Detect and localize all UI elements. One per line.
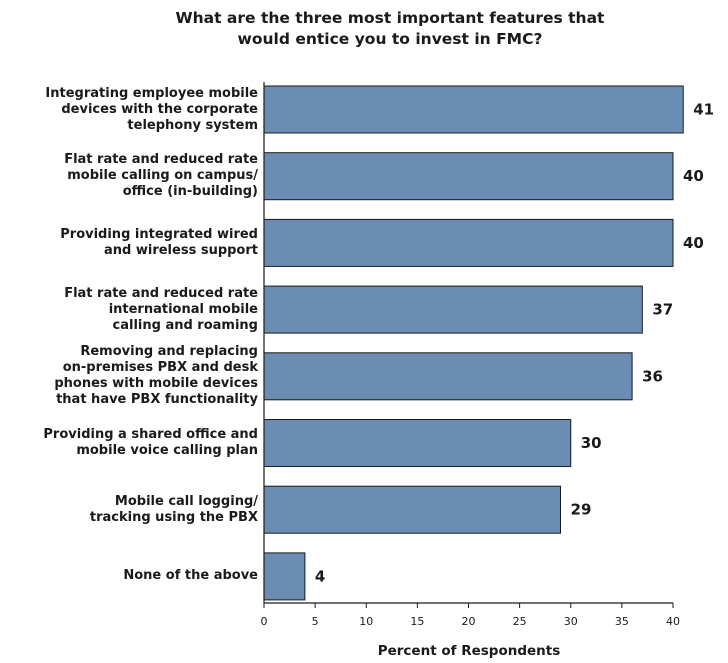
category-label-line: devices with the corporate	[61, 101, 258, 117]
x-tick-label-25: 25	[513, 615, 527, 628]
category-label-5: Removing and replacing on-premises PBX an…	[0, 344, 258, 408]
bar-7	[263, 485, 562, 534]
x-tick-label-5: 5	[312, 615, 319, 628]
x-tick-label-35: 35	[615, 615, 629, 628]
category-label-line: mobile voice calling plan	[76, 443, 258, 458]
category-label-line: office (in-building)	[122, 184, 258, 200]
value-label-5: 36	[642, 367, 663, 385]
category-label-line: Flat rate and reduced rate	[64, 285, 258, 301]
chart-title: What are the three most important featur…	[175, 9, 605, 48]
bar-6	[263, 419, 572, 467]
category-label-4: Flat rate and reduced rate international …	[0, 286, 258, 334]
bar-5	[263, 352, 633, 401]
category-label-line: Providing integrated wired	[60, 226, 258, 242]
bar-8	[263, 552, 306, 601]
category-label-line: mobile calling on campus/	[67, 168, 258, 184]
x-axis-title: Percent of Respondents	[377, 643, 561, 659]
bar-3	[263, 218, 674, 267]
x-tick-label-40: 40	[666, 615, 680, 628]
category-label-1: Integrating employee mobile devices with …	[0, 86, 258, 134]
category-label-line: tracking using the PBX	[89, 509, 258, 525]
bar-2	[263, 152, 674, 201]
category-label-2: Flat rate and reduced rate mobile calling…	[0, 152, 258, 200]
category-label-line: None of the above	[123, 568, 258, 584]
value-label-7: 29	[571, 501, 592, 519]
x-tick-label-20: 20	[462, 615, 476, 628]
category-label-8: None of the above	[0, 568, 258, 584]
x-tick-label-0: 0	[261, 615, 268, 628]
category-label-line: phones with mobile devices	[54, 376, 258, 392]
category-label-line: telephony system	[127, 117, 258, 133]
category-label-line: and wireless support	[104, 242, 258, 258]
category-label-7: Mobile call logging/tracking using the P…	[0, 494, 258, 526]
category-label-line: Removing and replacing	[80, 344, 258, 360]
value-label-8: 4	[315, 567, 325, 585]
category-label-line: on-premises PBX and desk	[62, 360, 258, 376]
category-label-line: that have PBX functionality	[56, 392, 258, 408]
category-label-line: Mobile call logging/	[114, 493, 258, 509]
value-label-4: 37	[652, 301, 673, 319]
category-label-line: international mobile	[108, 301, 258, 317]
x-tick-label-30: 30	[564, 615, 578, 628]
category-label-6: Providing a shared office and mobile voic…	[0, 427, 258, 459]
x-tick-label-10: 10	[359, 615, 373, 628]
category-label-line: calling and roaming	[112, 317, 258, 333]
value-label-6: 30	[581, 434, 602, 452]
value-label-3: 40	[683, 234, 704, 252]
category-label-line: Flat rate and reduced rate	[64, 152, 258, 168]
x-tick-label-15: 15	[410, 615, 424, 628]
value-label-2: 40	[683, 167, 704, 185]
bar-1	[263, 85, 684, 134]
value-label-1: 41	[693, 101, 714, 119]
category-label-3: Providing integrated wired and wireless s…	[0, 227, 258, 259]
bar-4	[263, 285, 643, 334]
category-label-line: Integrating employee mobile	[45, 85, 258, 101]
category-label-line: Providing a shared office and	[43, 427, 258, 442]
